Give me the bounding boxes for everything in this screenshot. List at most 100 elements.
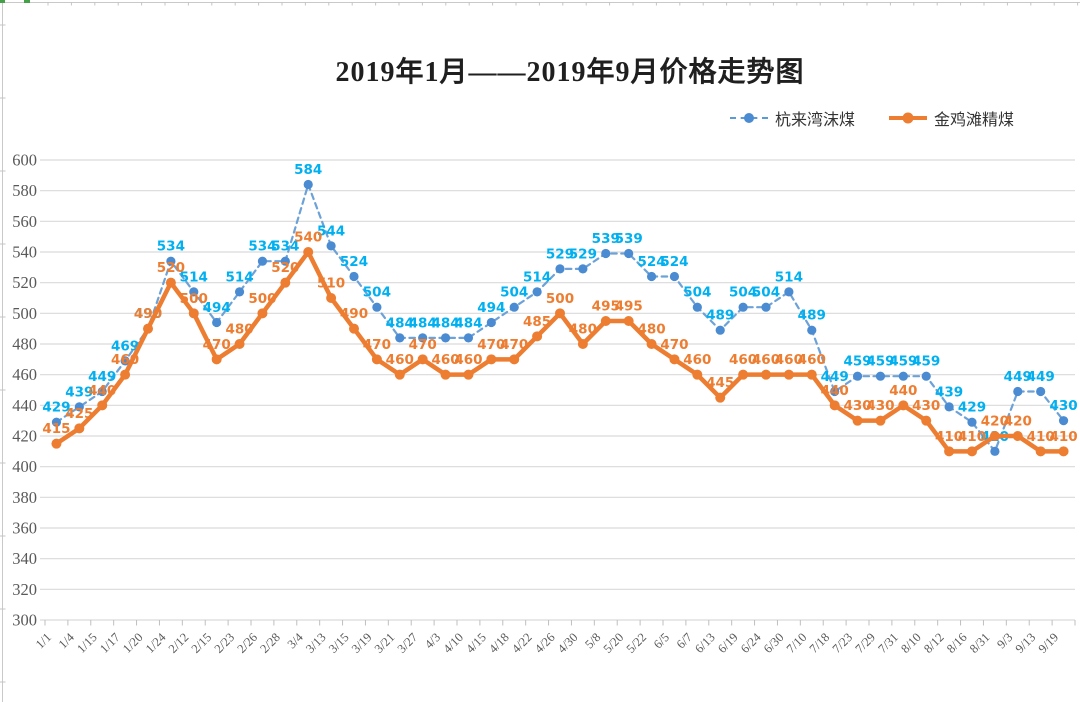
data-point xyxy=(234,339,245,349)
data-point xyxy=(74,402,84,412)
x-tick-label: 3/4 xyxy=(285,630,307,652)
data-label: 459 xyxy=(843,354,871,370)
data-label: 410 xyxy=(1027,429,1055,445)
data-label: 460 xyxy=(431,352,459,368)
data-point xyxy=(578,264,588,274)
data-label: 504 xyxy=(683,285,711,301)
data-label: 470 xyxy=(477,337,505,353)
x-tick-label: 2/28 xyxy=(257,630,283,656)
y-axis-labels: 300 320 340 360 380 400 420 440 460 480 500 520 540 5… xyxy=(12,151,37,630)
data-label: 430 xyxy=(1049,398,1077,414)
data-label: 490 xyxy=(340,306,368,322)
data-label: 470 xyxy=(363,337,391,353)
data-label: 440 xyxy=(821,383,849,399)
data-label: 584 xyxy=(294,162,322,178)
data-point xyxy=(875,415,886,426)
data-label: 489 xyxy=(706,308,734,324)
data-point xyxy=(509,302,519,312)
data-point xyxy=(715,325,725,335)
x-tick-label: 7/23 xyxy=(830,630,856,656)
data-point xyxy=(395,333,405,343)
data-label: 460 xyxy=(683,352,711,368)
data-label: 425 xyxy=(65,406,93,422)
x-tick-label: 9/19 xyxy=(1036,630,1062,656)
x-tick-label: 9/13 xyxy=(1013,630,1039,656)
data-point xyxy=(280,277,291,288)
data-point xyxy=(463,333,474,343)
data-label: 469 xyxy=(111,338,139,354)
sheet-accent-mark xyxy=(24,0,30,3)
x-tick-label: 3/13 xyxy=(303,630,329,656)
data-point xyxy=(646,339,657,349)
data-point xyxy=(463,369,474,380)
data-point xyxy=(532,287,542,297)
data-point xyxy=(188,308,199,319)
sheet-top-edge xyxy=(0,2,1080,3)
data-label: 495 xyxy=(615,299,643,315)
data-label: 504 xyxy=(729,285,757,301)
sheet-gridline-stubs xyxy=(0,2,1079,683)
x-tick-label: 1/20 xyxy=(120,630,146,656)
data-label: 439 xyxy=(935,384,963,400)
series-0: 4294394494694905345144945145345345845445… xyxy=(42,162,1078,456)
data-label: 420 xyxy=(981,414,1009,430)
x-tick-label: 3/21 xyxy=(372,630,398,656)
data-point xyxy=(1036,386,1046,397)
data-label: 484 xyxy=(431,315,459,331)
data-point xyxy=(212,317,222,328)
data-label: 534 xyxy=(248,239,276,255)
data-label: 449 xyxy=(1027,369,1055,385)
x-tick-label: 3/15 xyxy=(326,630,352,656)
x-tick-label: 6/19 xyxy=(715,630,741,656)
x-tick-label: 1/15 xyxy=(74,630,100,656)
x-axis-ticks xyxy=(44,620,1076,626)
data-point xyxy=(120,356,130,366)
data-point xyxy=(166,256,176,266)
data-label: 489 xyxy=(798,308,826,324)
data-point xyxy=(51,417,62,427)
data-point xyxy=(829,400,840,411)
data-point xyxy=(807,325,817,335)
data-label: 500 xyxy=(248,291,276,307)
data-label: 459 xyxy=(866,354,894,370)
data-point xyxy=(1013,386,1023,397)
data-point xyxy=(326,241,336,251)
x-tick-label: 4/30 xyxy=(555,630,581,656)
legend-label-series-1: 杭来湾沫煤 xyxy=(775,112,856,129)
data-label: 514 xyxy=(225,269,253,285)
data-label: 544 xyxy=(317,223,345,239)
data-point xyxy=(692,302,702,312)
x-tick-label: 3/19 xyxy=(349,630,375,656)
series-1: 4154254404604905205004704805005205405104… xyxy=(42,230,1078,457)
data-label: 449 xyxy=(88,369,116,385)
data-point xyxy=(349,323,359,334)
data-label: 480 xyxy=(569,322,597,338)
data-point xyxy=(761,369,771,380)
data-label: 449 xyxy=(821,369,849,385)
x-tick-label: 6/5 xyxy=(651,630,672,651)
data-point xyxy=(555,308,565,319)
data-point xyxy=(646,271,657,282)
x-tick-label: 2/26 xyxy=(234,630,260,656)
data-point xyxy=(944,446,955,457)
data-point xyxy=(440,333,451,343)
y-tick-label: 580 xyxy=(12,181,37,200)
x-tick-label: 2/15 xyxy=(189,630,215,656)
x-tick-label: 8/10 xyxy=(898,630,924,656)
x-tick-label: 4/3 xyxy=(422,630,443,651)
data-label: 510 xyxy=(317,276,345,292)
y-tick-label: 500 xyxy=(12,304,37,323)
x-tick-label: 4/15 xyxy=(463,630,489,656)
y-tick-label: 320 xyxy=(12,580,37,599)
data-label: 504 xyxy=(752,285,780,301)
data-label: 459 xyxy=(889,354,917,370)
data-point xyxy=(509,354,520,365)
data-label: 470 xyxy=(409,337,437,353)
x-tick-label: 7/18 xyxy=(807,630,833,656)
data-point xyxy=(349,271,359,282)
data-point xyxy=(417,354,428,365)
data-point xyxy=(97,386,107,397)
x-tick-label: 1/17 xyxy=(97,630,123,656)
data-label: 524 xyxy=(637,254,665,270)
